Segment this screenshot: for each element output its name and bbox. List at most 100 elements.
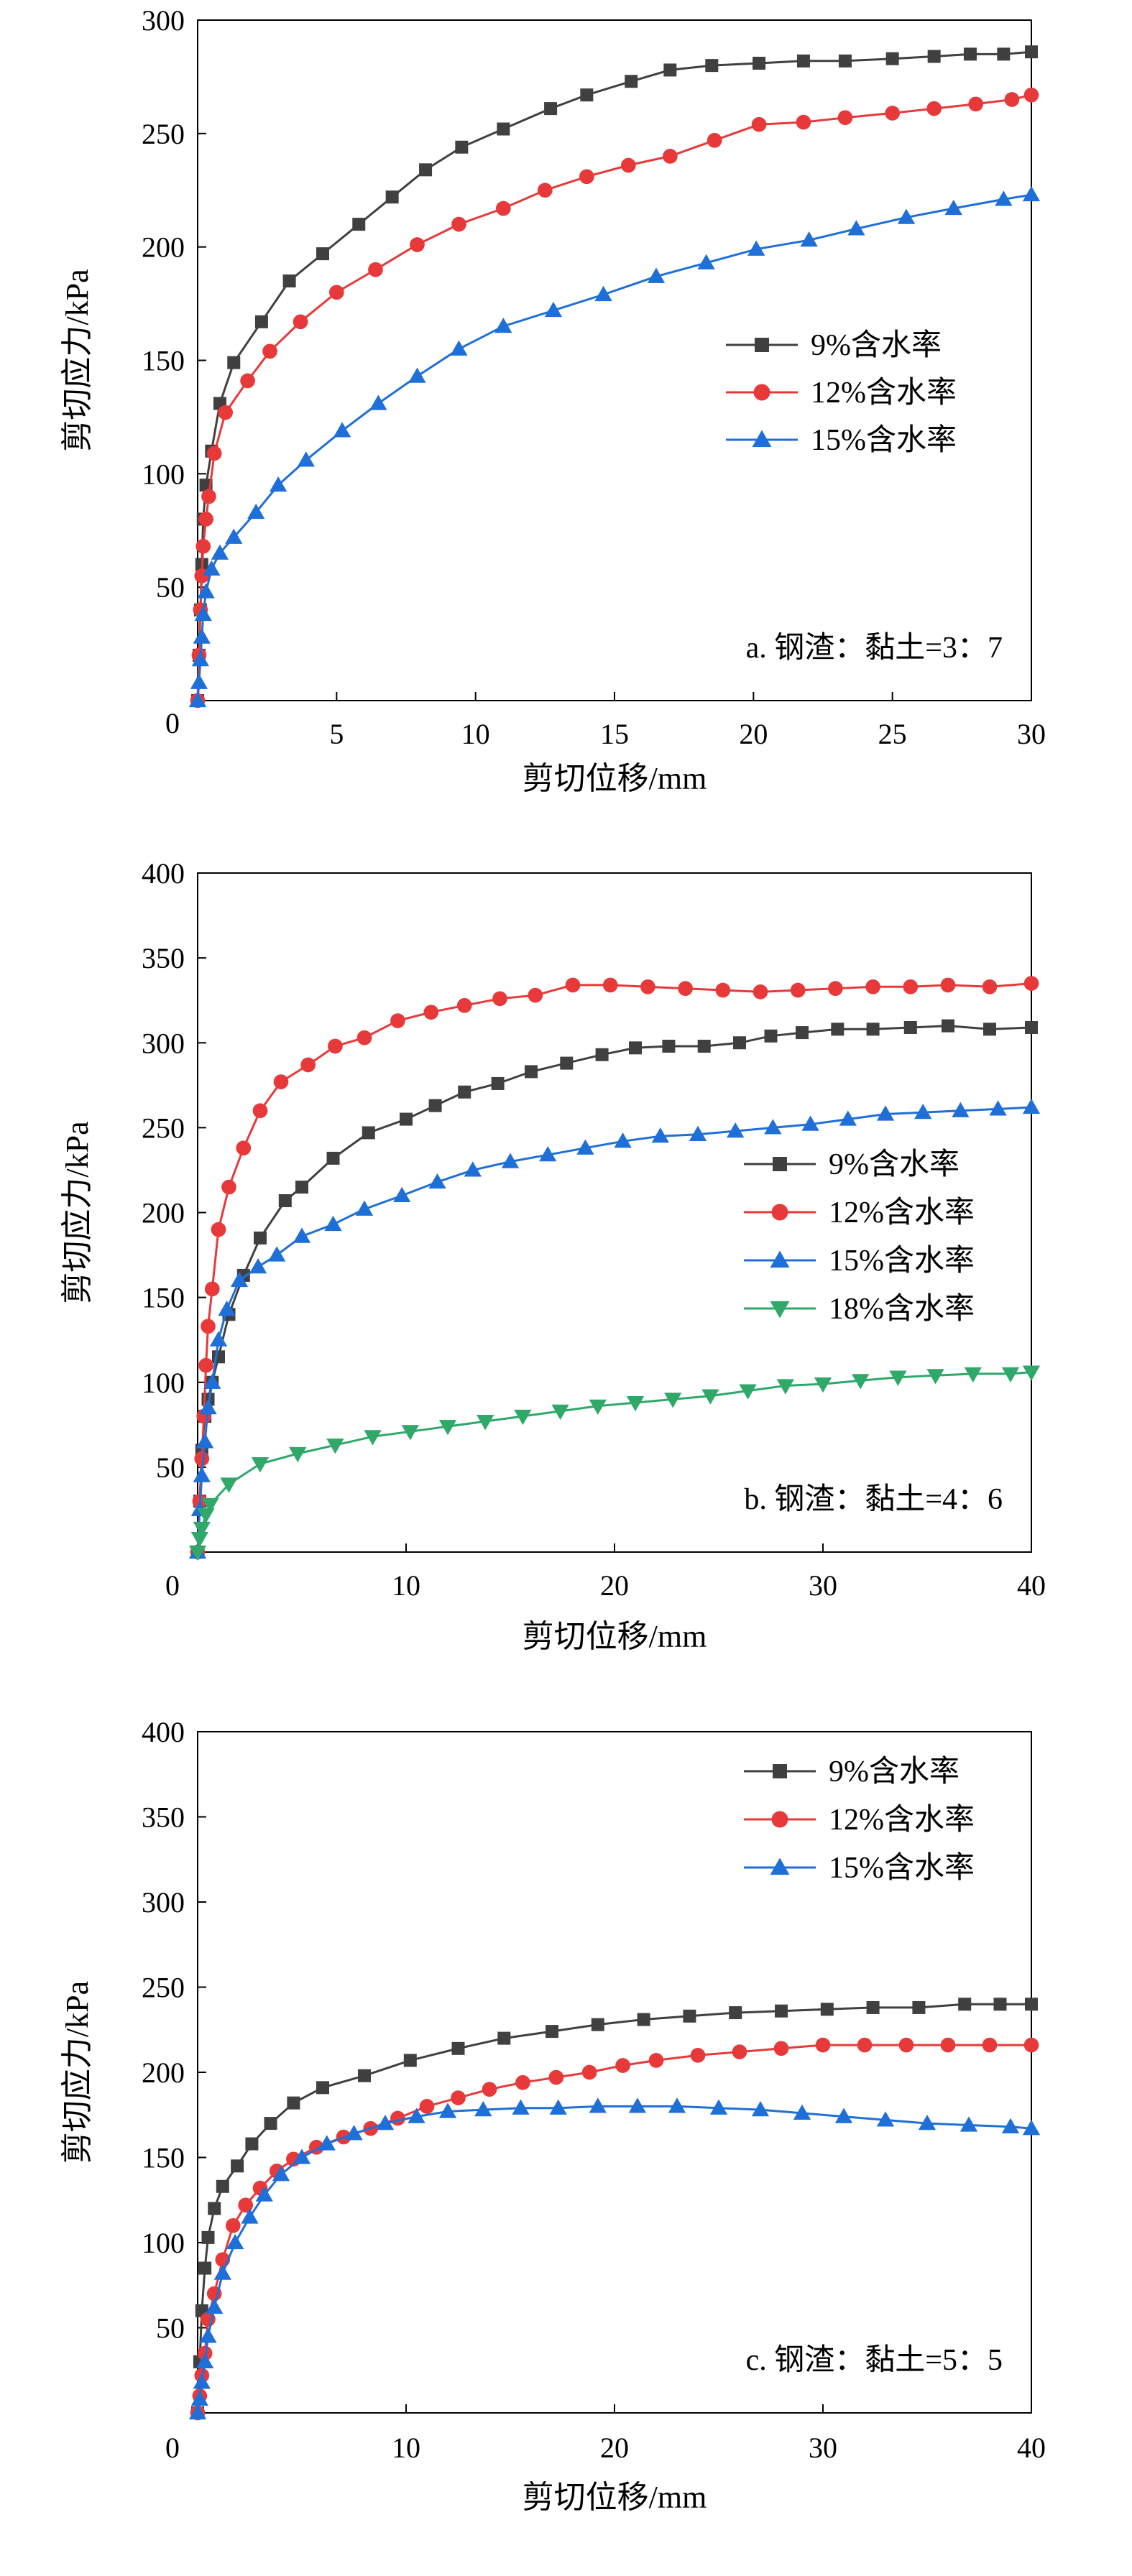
data-point	[196, 1433, 214, 1449]
data-point	[615, 2058, 630, 2073]
data-point	[324, 1215, 342, 1232]
data-point	[663, 63, 677, 77]
data-point	[709, 2099, 728, 2115]
series-2	[190, 976, 1039, 1560]
data-point	[838, 54, 852, 68]
data-point	[580, 88, 594, 102]
data-point	[614, 1132, 632, 1148]
data-point	[477, 1414, 494, 1431]
data-point	[831, 1022, 845, 1036]
data-point	[464, 1161, 482, 1177]
legend-marker	[770, 1250, 790, 1268]
data-point	[1022, 2120, 1041, 2136]
y-tick-label: 50	[156, 1451, 185, 1484]
data-point	[231, 2159, 244, 2173]
data-point	[193, 1467, 211, 1482]
x-tick-label: 15	[600, 718, 629, 750]
data-point	[903, 979, 919, 994]
data-point	[1001, 2118, 1020, 2133]
data-point	[393, 1186, 411, 1202]
x-tick-label: 40	[1017, 2432, 1046, 2464]
data-point	[591, 2018, 604, 2031]
data-point	[733, 1036, 746, 1050]
data-point	[364, 1430, 382, 1446]
data-point	[544, 301, 563, 318]
data-point	[689, 1125, 707, 1141]
data-point	[997, 47, 1011, 61]
data-point	[255, 2186, 273, 2202]
data-point	[514, 1409, 532, 1426]
panel-annotation: a. 钢渣：黏土=3：7	[746, 632, 1003, 665]
legend-label: 9%含水率	[811, 328, 942, 362]
data-point	[751, 2100, 770, 2117]
data-point	[968, 96, 984, 112]
data-point	[390, 2110, 405, 2126]
series-line	[196, 1106, 1032, 1553]
y-zero-label: 0	[165, 707, 180, 739]
data-point	[1023, 87, 1039, 103]
y-tick-label: 50	[156, 571, 185, 604]
data-point	[963, 47, 977, 61]
data-point	[625, 75, 638, 88]
data-point	[326, 1151, 340, 1165]
y-tick-label: 300	[142, 1886, 185, 1919]
series-3	[188, 1098, 1041, 1559]
y-tick-label: 300	[142, 1027, 185, 1059]
data-point	[790, 982, 806, 998]
data-point	[546, 2025, 558, 2039]
data-point	[362, 1126, 375, 1140]
data-point	[847, 220, 865, 236]
data-point	[820, 2003, 834, 2016]
data-point	[401, 1425, 419, 1441]
data-point	[525, 1065, 538, 1079]
data-point	[213, 2264, 231, 2280]
data-point	[269, 476, 287, 492]
data-point	[211, 1222, 226, 1237]
data-point	[241, 2208, 259, 2224]
legend-marker	[770, 1857, 790, 1875]
legend-marker	[752, 430, 772, 448]
data-point	[876, 2111, 895, 2127]
data-point	[272, 2166, 290, 2182]
data-point	[216, 2179, 229, 2193]
legend-entry: 9%含水率	[726, 328, 942, 362]
data-point	[193, 1521, 211, 1538]
data-point	[926, 1369, 944, 1385]
y-tick-label: 200	[142, 2056, 185, 2089]
x-tick-label: 5	[329, 718, 344, 750]
data-point	[358, 2069, 371, 2082]
x-tick-label: 20	[600, 2432, 629, 2464]
x-tick-label: 40	[1017, 1569, 1046, 1602]
legend-label: 12%含水率	[829, 1196, 975, 1229]
data-point	[537, 183, 553, 198]
data-point	[254, 315, 268, 328]
series-1	[191, 1019, 1038, 1559]
data-point	[195, 538, 211, 554]
data-point	[764, 1119, 782, 1135]
series-line	[196, 193, 1032, 701]
data-point	[193, 628, 211, 644]
data-point	[885, 52, 899, 65]
data-point	[1025, 1998, 1038, 2011]
data-point	[501, 1153, 520, 1168]
data-point	[198, 512, 213, 527]
data-point	[190, 673, 208, 689]
data-point	[626, 1395, 645, 1412]
data-point	[188, 1545, 207, 1561]
data-point	[801, 1115, 819, 1131]
y-tick-label: 150	[142, 1282, 185, 1314]
y-tick-label: 50	[156, 2312, 185, 2345]
data-point	[528, 987, 543, 1003]
data-point	[494, 318, 512, 333]
data-point	[918, 2114, 937, 2130]
legend-marker	[755, 338, 769, 352]
data-point	[369, 394, 387, 410]
legend-marker	[771, 1811, 788, 1828]
data-point	[1004, 92, 1020, 107]
data-point	[428, 1099, 442, 1112]
x-tick-label: 25	[878, 718, 907, 750]
data-point	[729, 2006, 742, 2020]
data-point	[212, 1350, 225, 1364]
data-point	[300, 1057, 316, 1073]
data-point	[539, 1146, 557, 1162]
